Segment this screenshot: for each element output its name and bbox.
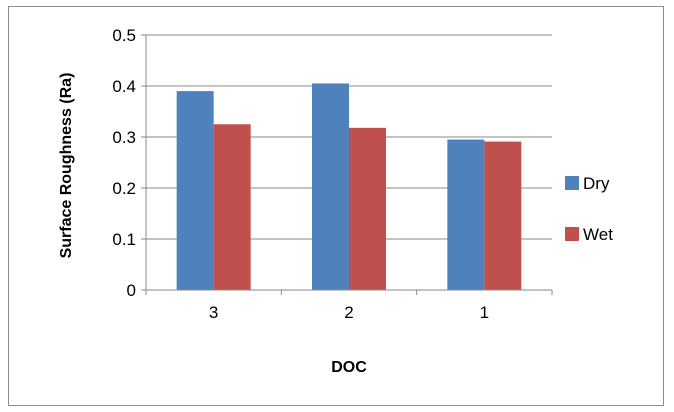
x-tick-label: 1 bbox=[480, 303, 489, 322]
bar-dry-2 bbox=[312, 83, 349, 290]
x-tick-label: 2 bbox=[344, 303, 353, 322]
legend-label-dry: Dry bbox=[583, 174, 610, 193]
bar-wet-1 bbox=[484, 141, 522, 290]
legend-swatch-wet bbox=[565, 227, 579, 241]
y-tick-label: 0.2 bbox=[112, 179, 136, 198]
axes: 0 0.1 0.2 0.3 0.4 0.5 3 2 1 bbox=[112, 26, 553, 322]
bar-dry-1 bbox=[447, 139, 485, 290]
bar-dry-3 bbox=[176, 91, 214, 290]
y-tick-label: 0.5 bbox=[112, 26, 136, 45]
legend-label-wet: Wet bbox=[583, 225, 613, 244]
legend: Dry Wet bbox=[565, 174, 613, 244]
y-axis-title: Surface Roughness (Ra) bbox=[58, 73, 75, 259]
legend-swatch-dry bbox=[565, 176, 579, 190]
y-tick-label: 0.3 bbox=[112, 128, 136, 147]
bars bbox=[176, 83, 522, 290]
bar-wet-3 bbox=[213, 124, 251, 290]
x-axis-title: DOC bbox=[331, 359, 367, 376]
x-tick-label: 3 bbox=[209, 303, 218, 322]
bar-wet-2 bbox=[349, 127, 386, 290]
y-tick-label: 0.4 bbox=[112, 77, 136, 96]
y-tick-label: 0.1 bbox=[112, 230, 136, 249]
y-tick-label: 0 bbox=[127, 281, 136, 300]
